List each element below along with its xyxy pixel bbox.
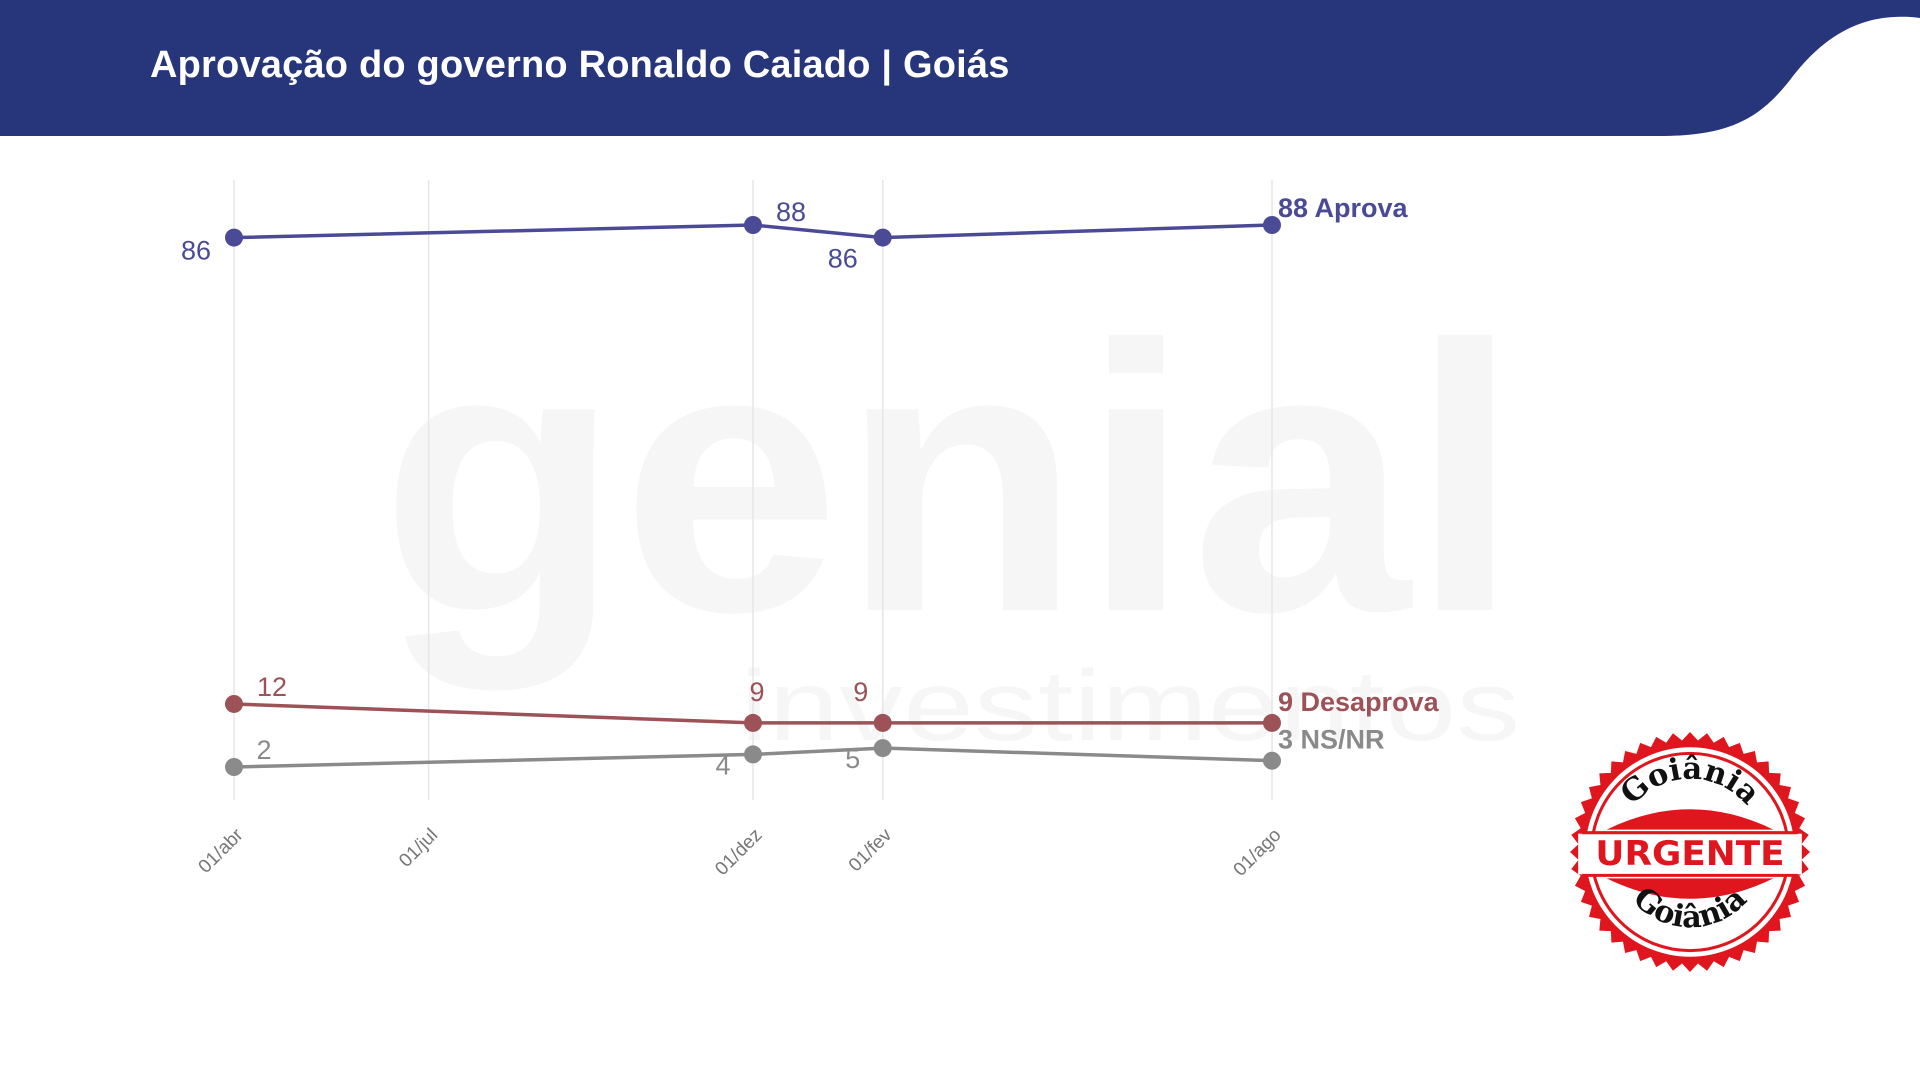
data-label-desaprova: 12 bbox=[257, 672, 287, 702]
data-label-desaprova: 9 bbox=[853, 677, 868, 707]
chart-grid bbox=[233, 180, 1273, 800]
x-tick-label: 01/abr bbox=[195, 824, 248, 877]
stamp-band bbox=[1578, 833, 1802, 875]
header-background bbox=[0, 0, 1920, 136]
chart-data-labels: 86 88 86 88 Aprova 12 9 9 9 Desaprova 2 4 5 3 NS/NR bbox=[181, 193, 1440, 780]
data-point-aprova bbox=[1263, 216, 1281, 234]
x-tick-label: 01/jul bbox=[395, 825, 442, 872]
data-point-aprova bbox=[744, 216, 762, 234]
chart-series-lines bbox=[233, 223, 1273, 769]
series-line-nsnr bbox=[233, 746, 1273, 769]
header-band bbox=[0, 0, 1920, 136]
data-point-nsnr bbox=[225, 758, 243, 776]
data-point-nsnr bbox=[744, 745, 762, 764]
data-label-nsnr: 4 bbox=[715, 750, 730, 780]
data-point-desaprova bbox=[744, 713, 762, 732]
data-label-nsnr: 2 bbox=[256, 735, 271, 765]
data-point-nsnr bbox=[873, 739, 892, 758]
page-title: Aprovação do governo Ronaldo Caiado | Go… bbox=[150, 44, 1010, 86]
data-point-desaprova bbox=[225, 694, 243, 713]
data-label-aprova: 86 bbox=[828, 244, 858, 274]
data-point-aprova bbox=[225, 228, 243, 247]
data-label-aprova: 86 bbox=[181, 236, 211, 266]
series-line-aprova bbox=[233, 223, 1273, 240]
data-point-aprova bbox=[873, 228, 892, 247]
data-point-desaprova bbox=[1263, 713, 1281, 732]
x-tick-label: 01/fev bbox=[845, 824, 897, 876]
data-point-desaprova bbox=[873, 713, 892, 732]
series-end-label-desaprova: 9 Desaprova bbox=[1278, 687, 1440, 717]
stamp-top-cap bbox=[1606, 809, 1774, 830]
data-point-nsnr bbox=[1263, 751, 1281, 770]
data-label-desaprova: 9 bbox=[749, 677, 764, 707]
data-label-aprova: 88 bbox=[776, 197, 806, 227]
stamp-bottom-cap bbox=[1606, 878, 1774, 899]
series-end-label-nsnr: 3 NS/NR bbox=[1278, 725, 1385, 755]
x-axis-ticks: 01/abr 01/jul 01/dez 01/fev 01/ago bbox=[195, 824, 1286, 880]
series-end-label-aprova: 88 Aprova bbox=[1278, 193, 1409, 223]
stamp-middle-text: URGENTE bbox=[1595, 834, 1784, 873]
x-tick-label: 01/ago bbox=[1230, 825, 1286, 881]
series-line-desaprova bbox=[233, 702, 1272, 725]
chart-points bbox=[225, 216, 1281, 776]
data-label-nsnr: 5 bbox=[845, 744, 860, 774]
goiania-urgente-stamp: Goiânia URGENTE Goiânia bbox=[1570, 732, 1810, 972]
x-tick-label: 01/dez bbox=[711, 825, 766, 880]
